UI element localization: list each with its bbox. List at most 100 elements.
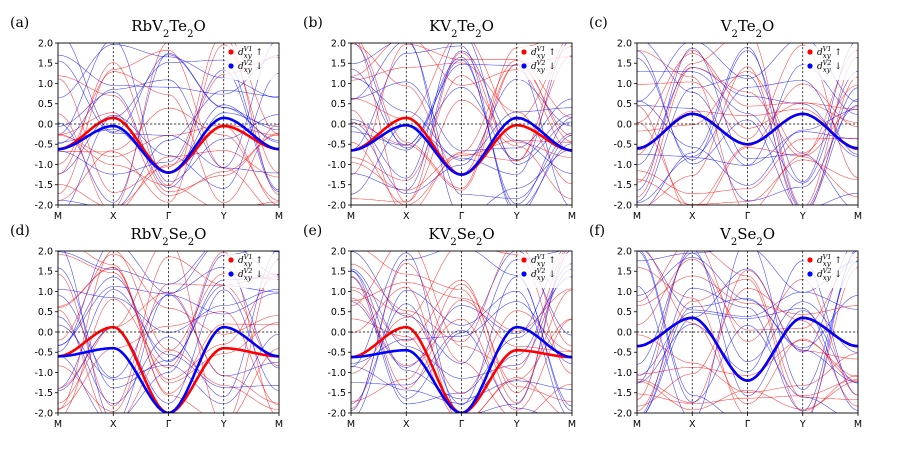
x-tick-label: Γ — [745, 419, 751, 430]
band-line-thin — [351, 251, 570, 413]
band-line-thin — [58, 69, 279, 192]
y-tick-label: 1.0 — [331, 287, 346, 298]
panel-title: RbV2Se2O — [131, 225, 207, 248]
legend-box — [225, 254, 277, 288]
y-tick-label: -1.5 — [327, 388, 346, 399]
x-tick-label: M — [347, 211, 355, 222]
legend-box — [518, 254, 570, 288]
x-tick-label: X — [110, 419, 117, 430]
y-tick-label: 2.0 — [331, 246, 346, 257]
band-line-thin — [69, 43, 279, 133]
y-tick-label: 0.5 — [38, 99, 53, 110]
band-line-thin — [358, 289, 565, 413]
panel-title: V2Se2O — [719, 225, 775, 248]
band-line-thin — [58, 267, 279, 384]
band-line-thin — [637, 269, 858, 404]
y-tick-label: 0.0 — [617, 119, 632, 130]
legend-marker-up — [228, 257, 234, 263]
band-line-thin — [637, 159, 858, 205]
x-tick-label: M — [633, 419, 641, 430]
panel-title: KV2Se2O — [428, 225, 494, 248]
x-tick-label: M — [54, 419, 62, 430]
series-line-up — [351, 116, 572, 176]
band-line-thin — [351, 329, 540, 413]
band-line-thin — [68, 59, 279, 205]
y-tick-label: 2.0 — [617, 246, 632, 257]
legend-marker-down — [228, 271, 234, 277]
x-tick-label: X — [689, 211, 696, 222]
data-point-down — [801, 316, 805, 320]
data-point-down — [690, 316, 694, 320]
band-line-thin — [637, 83, 858, 205]
band-line-thin — [645, 298, 858, 413]
series-line-down — [351, 325, 572, 413]
legend-label-down: dxyV2 ↓ — [238, 267, 263, 282]
legend-marker-down — [228, 63, 234, 69]
y-tick-label: -2.0 — [34, 200, 53, 211]
legend-label-down: dxyV2 ↓ — [531, 267, 556, 282]
legend-marker-up — [228, 49, 234, 55]
y-tick-label: 2.0 — [38, 246, 53, 257]
data-point-down — [515, 116, 519, 120]
y-tick-label: 0.5 — [617, 307, 632, 318]
band-line-thin — [351, 287, 572, 395]
data-point-up — [111, 116, 115, 120]
legend-marker-down — [521, 271, 527, 277]
legend-marker-down — [807, 271, 813, 277]
band-line-thin — [637, 43, 858, 205]
band-line-thin — [637, 47, 848, 205]
data-point-up — [515, 348, 519, 352]
series-line-down — [351, 116, 572, 176]
band-line-thin — [58, 53, 279, 203]
band-line-thin — [58, 251, 279, 410]
panel-letter: (e) — [303, 223, 322, 239]
y-tick-label: 1.0 — [617, 79, 632, 90]
y-tick-label: -2.0 — [613, 200, 632, 211]
y-tick-label: 1.5 — [617, 267, 632, 278]
y-tick-label: 1.5 — [38, 267, 53, 278]
x-tick-label: X — [689, 419, 696, 430]
data-point-down — [404, 123, 408, 127]
x-tick-label: Γ — [166, 211, 172, 222]
y-tick-label: 1.5 — [331, 267, 346, 278]
panel-a: -2.0 -1.5 -1.0 -0.5 0.0 0.5 1.0 1.5 2.0 M X Γ Y M (a) R… — [10, 15, 283, 222]
band-line-thin — [637, 251, 838, 413]
legend-label-up: dxyV1 ↑ — [531, 253, 556, 268]
panel-title: RbV2Te2O — [131, 17, 206, 40]
y-tick-label: -2.0 — [327, 408, 346, 419]
y-tick-label: 2.0 — [331, 38, 346, 49]
legend-marker-down — [521, 63, 527, 69]
band-line-thin — [637, 71, 858, 184]
y-tick-label: -2.0 — [34, 408, 53, 419]
band-line-thin — [647, 66, 858, 205]
y-tick-label: -0.5 — [613, 140, 632, 151]
band-line-thin — [351, 43, 572, 121]
band-line-thin — [58, 71, 279, 204]
x-tick-label: M — [854, 419, 862, 430]
panel-c: -2.0 -1.5 -1.0 -0.5 0.0 0.5 1.0 1.5 2.0 M X Γ Y M (c) V… — [589, 15, 862, 222]
x-tick-label: X — [110, 211, 117, 222]
band-line-thin — [640, 251, 855, 413]
x-tick-label: Γ — [166, 419, 172, 430]
data-point-up — [404, 116, 408, 120]
band-line-thin — [637, 53, 858, 123]
y-tick-label: 1.5 — [617, 59, 632, 70]
x-tick-label: M — [275, 419, 283, 430]
band-line-thin — [637, 379, 858, 404]
panel-f: -2.0 -1.5 -1.0 -0.5 0.0 0.5 1.0 1.5 2.0 M X Γ Y M (f) V… — [589, 223, 862, 430]
legend-marker-up — [521, 49, 527, 55]
y-tick-label: 0.5 — [38, 307, 53, 318]
data-point-down — [404, 348, 408, 352]
x-tick-label: Γ — [745, 211, 751, 222]
band-line-thin — [351, 81, 572, 151]
x-tick-label: M — [854, 211, 862, 222]
legend-label-up: dxyV1 ↑ — [817, 45, 842, 60]
band-line-thin — [351, 43, 572, 179]
band-line-thin — [637, 308, 858, 411]
band-line-thin — [637, 251, 858, 396]
y-tick-label: -1.5 — [34, 388, 53, 399]
data-point-down — [111, 124, 115, 128]
legend-marker-down — [807, 63, 813, 69]
y-tick-label: -0.5 — [34, 348, 53, 359]
